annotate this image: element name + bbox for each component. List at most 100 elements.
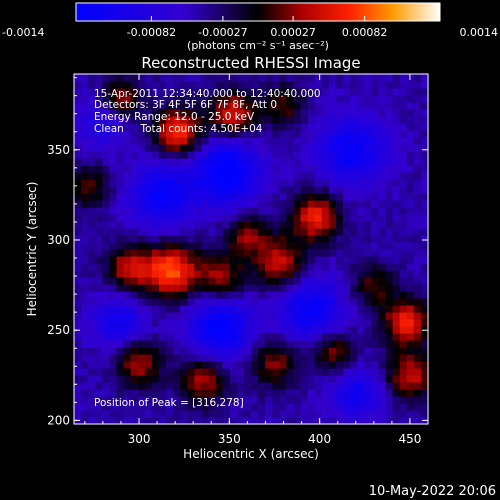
- heatmap-cell: [335, 123, 344, 131]
- heatmap-cell: [335, 165, 344, 173]
- heatmap-cell: [406, 270, 415, 278]
- heatmap-cell: [194, 81, 203, 89]
- heatmap-cell: [130, 312, 139, 320]
- heatmap-cell: [95, 368, 103, 376]
- heatmap-cell: [321, 109, 330, 117]
- heatmap-cell: [420, 228, 429, 236]
- heatmap-cell: [399, 284, 408, 292]
- heatmap-cell: [187, 109, 195, 117]
- heatmap-cell: [81, 186, 89, 194]
- heatmap-cell: [144, 347, 153, 355]
- heatmap-cell: [137, 193, 146, 201]
- heatmap-cell: [406, 361, 415, 369]
- heatmap-cell: [81, 102, 89, 110]
- heatmap-cell: [215, 256, 224, 264]
- heatmap-cell: [201, 298, 210, 306]
- heatmap-cell: [371, 277, 380, 285]
- heatmap-cell: [300, 207, 309, 215]
- heatmap-cell: [173, 375, 181, 383]
- heatmap-cell: [88, 382, 96, 390]
- heatmap-cell: [413, 298, 422, 306]
- heatmap-cell: [385, 389, 394, 397]
- heatmap-cell: [328, 382, 337, 390]
- heatmap-cell: [158, 410, 167, 418]
- heatmap-cell: [321, 102, 330, 110]
- heatmap-cell: [371, 137, 380, 145]
- heatmap-cell: [158, 88, 167, 96]
- heatmap-cell: [258, 200, 266, 208]
- heatmap-cell: [321, 88, 330, 96]
- heatmap-cell: [243, 368, 252, 376]
- heatmap-cell: [328, 354, 337, 362]
- heatmap-cell: [222, 284, 231, 292]
- heatmap-cell: [307, 396, 316, 404]
- heatmap-cell: [343, 249, 351, 257]
- heatmap-cell: [265, 88, 273, 96]
- heatmap-cell: [116, 263, 125, 271]
- heatmap-cell: [321, 116, 330, 124]
- heatmap-cell: [116, 74, 125, 82]
- heatmap-cell: [158, 298, 167, 306]
- chart-title: Reconstructed RHESSI Image: [141, 54, 360, 72]
- heatmap-cell: [272, 340, 280, 348]
- heatmap-cell: [208, 277, 217, 285]
- heatmap-cell: [158, 382, 167, 390]
- heatmap-cell: [357, 382, 365, 390]
- heatmap-cell: [413, 368, 422, 376]
- heatmap-cell: [151, 403, 160, 411]
- heatmap-cell: [364, 228, 372, 236]
- heatmap-cell: [88, 81, 96, 89]
- heatmap-cell: [88, 130, 96, 138]
- heatmap-cell: [314, 319, 323, 327]
- heatmap-cell: [307, 354, 316, 362]
- heatmap-cell: [222, 263, 231, 271]
- heatmap-cell: [314, 410, 323, 418]
- heatmap-cell: [222, 270, 231, 278]
- heatmap-cell: [222, 403, 231, 411]
- heatmap-cell: [378, 396, 387, 404]
- heatmap-cell: [88, 158, 96, 166]
- heatmap-cell: [236, 368, 245, 376]
- heatmap-cell: [180, 319, 188, 327]
- heatmap-cell: [109, 312, 118, 320]
- heatmap-cell: [335, 109, 344, 117]
- heatmap-cell: [286, 417, 295, 425]
- heatmap-cell: [180, 242, 188, 250]
- heatmap-cell: [378, 326, 387, 334]
- heatmap-cell: [420, 151, 429, 159]
- heatmap-cell: [385, 207, 394, 215]
- heatmap-cell: [95, 263, 103, 271]
- heatmap-cell: [229, 242, 238, 250]
- heatmap-cell: [251, 375, 259, 383]
- heatmap-cell: [413, 340, 422, 348]
- heatmap-cell: [371, 158, 380, 166]
- heatmap-cell: [307, 88, 316, 96]
- heatmap-cell: [88, 319, 96, 327]
- heatmap-cell: [258, 347, 266, 355]
- heatmap-cell: [350, 242, 358, 250]
- heatmap-cell: [229, 228, 238, 236]
- heatmap-cell: [116, 347, 125, 355]
- heatmap-cell: [406, 284, 415, 292]
- heatmap-cell: [350, 88, 358, 96]
- heatmap-cell: [350, 389, 358, 397]
- heatmap-cell: [357, 165, 365, 173]
- heatmap-cell: [385, 172, 394, 180]
- heatmap-cell: [222, 368, 231, 376]
- heatmap-cell: [208, 242, 217, 250]
- heatmap-cell: [116, 284, 125, 292]
- heatmap-cell: [371, 88, 380, 96]
- heatmap-cell: [286, 263, 295, 271]
- heatmap-cell: [166, 207, 174, 215]
- heatmap-cell: [144, 326, 153, 334]
- heatmap-cell: [144, 270, 153, 278]
- heatmap-cell: [279, 333, 287, 341]
- heatmap-cell: [123, 333, 132, 341]
- heatmap-cell: [166, 88, 174, 96]
- heatmap-cell: [109, 165, 118, 173]
- heatmap-cell: [137, 179, 146, 187]
- heatmap-cell: [215, 200, 224, 208]
- heatmap-cell: [392, 354, 401, 362]
- colorbar-ticks: -0.0014 -0.00082 -0.00027 0.00027 0.00082 0.0…: [2, 16, 498, 39]
- heatmap-cell: [258, 256, 266, 264]
